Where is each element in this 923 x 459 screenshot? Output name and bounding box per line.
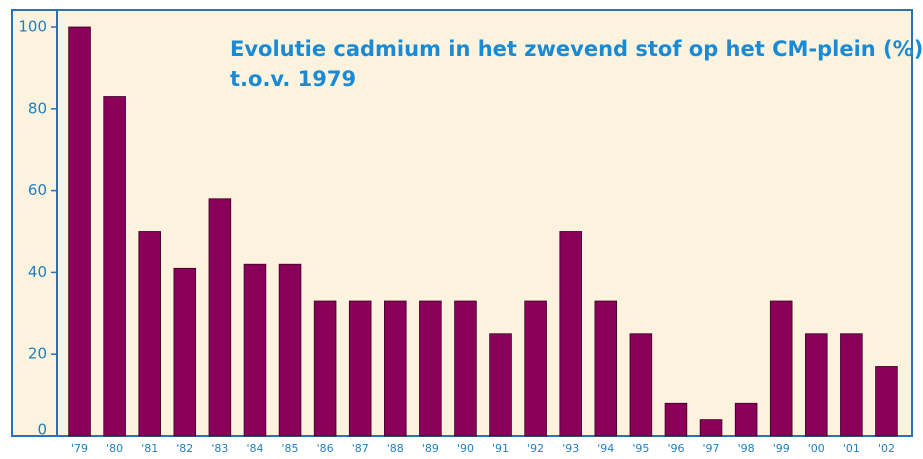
bar — [524, 300, 547, 437]
bar — [419, 300, 442, 437]
x-tick-label: '84 — [246, 442, 263, 455]
x-tick-label: '91 — [492, 442, 509, 455]
bar — [103, 96, 126, 437]
y-tick-label: 100 — [18, 18, 47, 36]
x-tick-label: '98 — [738, 442, 755, 455]
bar — [208, 198, 232, 437]
chart-subtitle: t.o.v. 1979 — [230, 67, 356, 91]
bar — [875, 366, 898, 437]
bar — [278, 263, 302, 437]
y-tick-label: 80 — [28, 99, 47, 117]
bar — [68, 26, 91, 437]
x-tick-label: '83 — [211, 442, 228, 455]
x-tick-label: '80 — [106, 442, 123, 455]
bar — [313, 300, 337, 437]
x-tick-label: '92 — [527, 442, 544, 455]
bar — [594, 300, 618, 437]
bar — [699, 419, 723, 437]
x-tick-label: '97 — [703, 442, 720, 455]
x-tick-label: '87 — [352, 442, 369, 455]
bar — [243, 263, 267, 437]
bar — [629, 333, 653, 437]
y-tick-label: 60 — [28, 181, 47, 199]
x-tick-label: '90 — [457, 442, 474, 455]
x-tick-label: '88 — [387, 442, 404, 455]
bar — [559, 231, 582, 437]
x-tick-label: '82 — [176, 442, 193, 455]
x-tick-label: '94 — [597, 442, 614, 455]
bar — [489, 333, 512, 437]
y-tick-label: 20 — [28, 345, 47, 363]
bar — [734, 402, 758, 437]
x-tick-label: '01 — [843, 442, 860, 455]
x-tick-label: '85 — [282, 442, 299, 455]
x-tick-label: '02 — [878, 442, 895, 455]
y-tick-label: 40 — [28, 263, 47, 281]
bar — [384, 300, 407, 437]
y-tick-label: 0 — [37, 421, 47, 439]
x-tick-label: '86 — [317, 442, 334, 455]
x-tick-label: '00 — [808, 442, 825, 455]
bar — [805, 333, 828, 437]
bar — [769, 300, 793, 437]
bar — [173, 267, 197, 437]
x-tick-label: '89 — [422, 442, 439, 455]
bar — [664, 402, 688, 437]
bar — [840, 333, 863, 437]
x-tick-label: '81 — [141, 442, 158, 455]
bar — [454, 300, 477, 437]
bar — [348, 300, 372, 437]
x-tick-label: '93 — [562, 442, 579, 455]
chart-title: Evolutie cadmium in het zwevend stof op … — [230, 37, 923, 61]
bar — [138, 231, 161, 437]
x-tick-label: '96 — [667, 442, 684, 455]
x-tick-label: '79 — [71, 442, 88, 455]
x-tick-label: '99 — [773, 442, 790, 455]
x-tick-label: '95 — [632, 442, 649, 455]
